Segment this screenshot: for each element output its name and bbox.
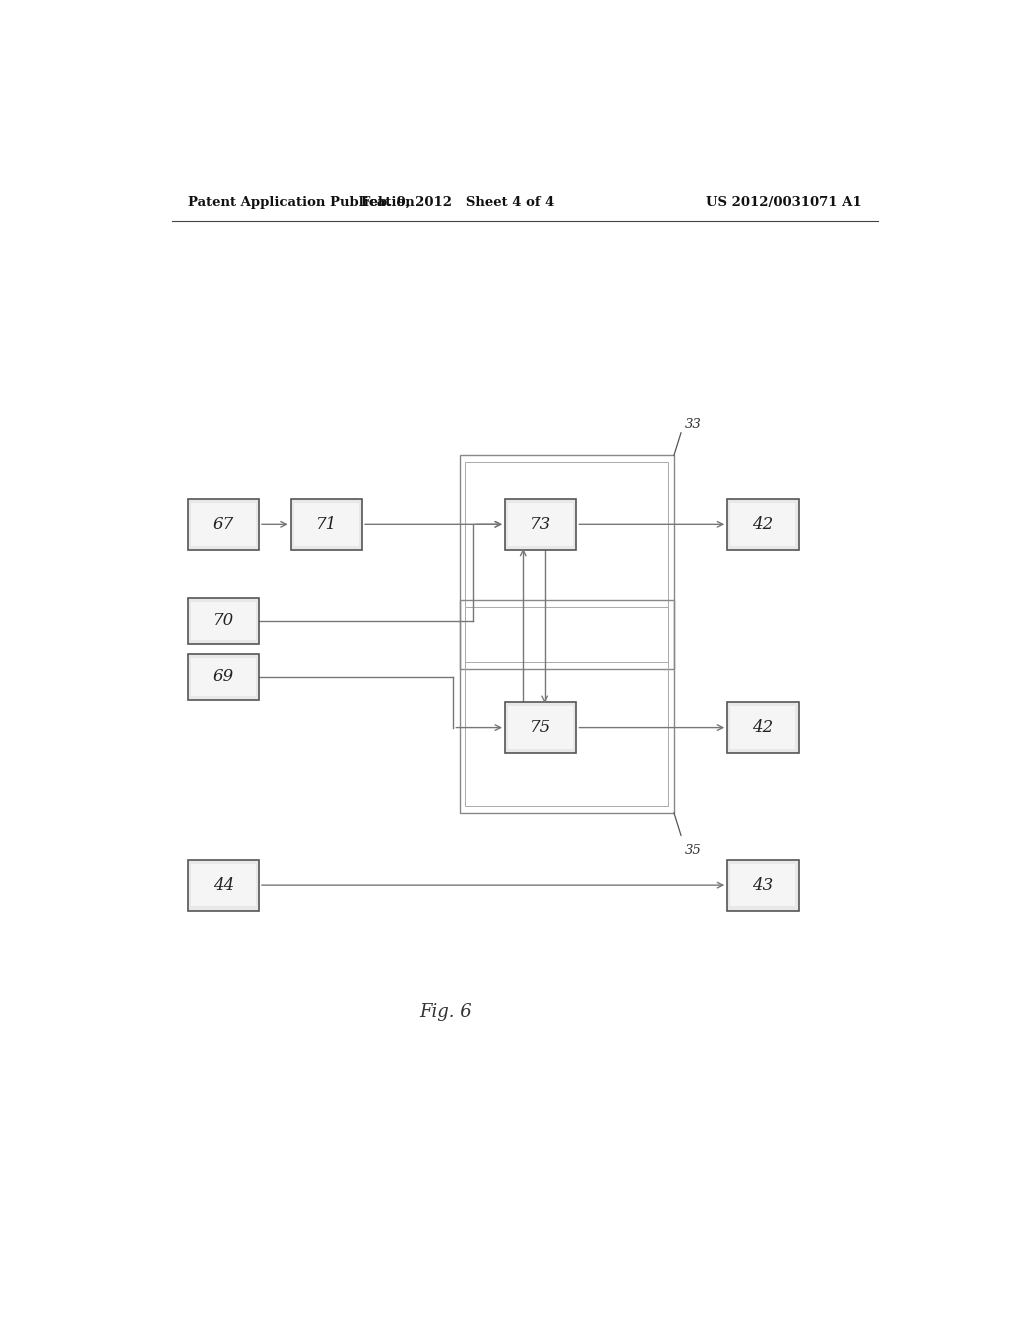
- Bar: [190, 657, 256, 696]
- Bar: [190, 863, 256, 907]
- Bar: [505, 499, 577, 549]
- Bar: [294, 503, 359, 545]
- Bar: [730, 503, 796, 545]
- Bar: [187, 859, 259, 911]
- Bar: [190, 503, 256, 545]
- Text: 73: 73: [530, 516, 551, 533]
- Bar: [187, 653, 259, 700]
- Bar: [460, 599, 674, 813]
- Text: US 2012/0031071 A1: US 2012/0031071 A1: [707, 195, 862, 209]
- Bar: [508, 706, 573, 748]
- Text: 43: 43: [753, 876, 773, 894]
- Bar: [508, 503, 573, 545]
- Text: 70: 70: [213, 612, 233, 630]
- Bar: [187, 499, 259, 549]
- Bar: [727, 859, 799, 911]
- Text: 69: 69: [213, 668, 233, 685]
- Bar: [465, 462, 669, 661]
- Bar: [730, 706, 796, 748]
- Text: Patent Application Publication: Patent Application Publication: [187, 195, 415, 209]
- Bar: [727, 702, 799, 752]
- Bar: [730, 863, 796, 907]
- Bar: [187, 598, 259, 644]
- Text: 42: 42: [753, 516, 773, 533]
- Text: Fig. 6: Fig. 6: [419, 1003, 472, 1022]
- Text: 35: 35: [685, 843, 701, 857]
- Text: 42: 42: [753, 719, 773, 737]
- Bar: [505, 702, 577, 752]
- Bar: [190, 602, 256, 640]
- Text: 44: 44: [213, 876, 233, 894]
- Text: Feb. 9, 2012   Sheet 4 of 4: Feb. 9, 2012 Sheet 4 of 4: [360, 195, 554, 209]
- Bar: [727, 499, 799, 549]
- Text: 75: 75: [530, 719, 551, 737]
- Bar: [460, 455, 674, 669]
- Text: 33: 33: [685, 417, 701, 430]
- Text: 71: 71: [315, 516, 337, 533]
- Bar: [465, 607, 669, 805]
- Bar: [291, 499, 362, 549]
- Text: 67: 67: [213, 516, 233, 533]
